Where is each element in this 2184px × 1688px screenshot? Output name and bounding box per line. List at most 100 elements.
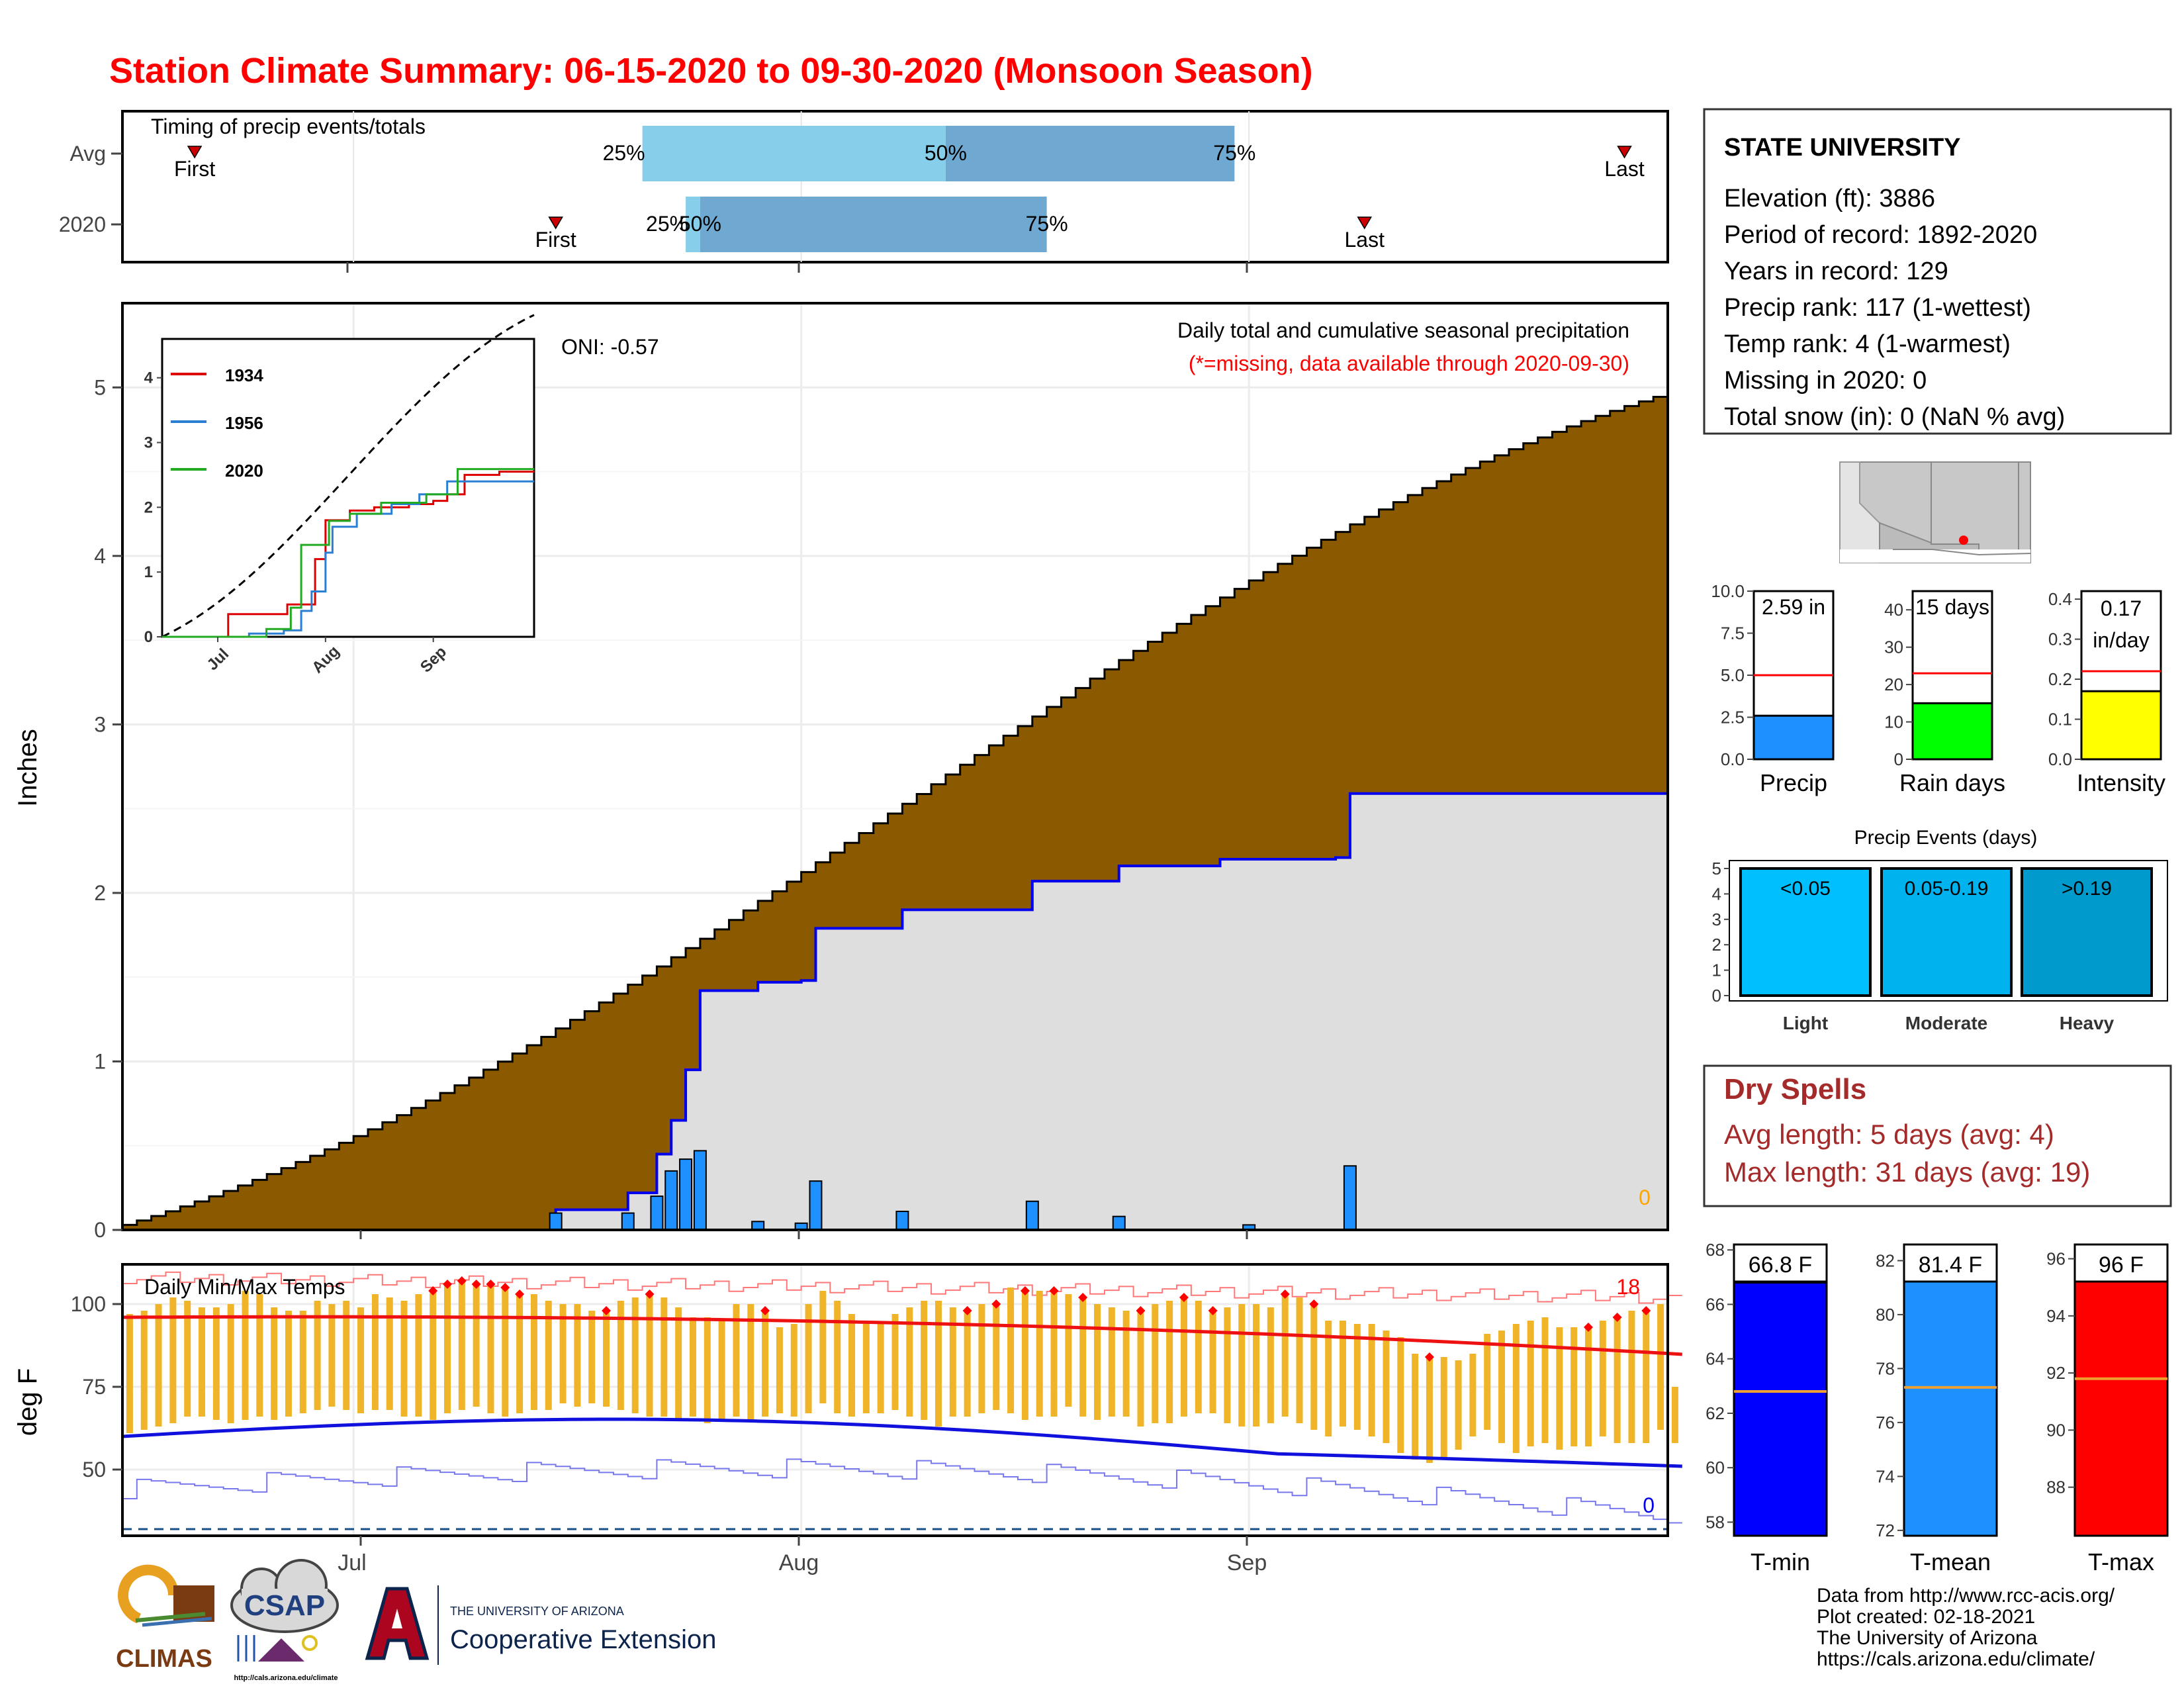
temp-bar-value	[1903, 1276, 1998, 1537]
daily-precip-bar	[650, 1196, 664, 1231]
oni-label: ONI: -0.57	[561, 335, 659, 359]
daily-temp-bar	[1570, 1327, 1578, 1446]
daily-precip-bar	[664, 1170, 678, 1231]
daily-temp-bar	[1469, 1354, 1477, 1436]
daily-temp-bar	[227, 1304, 234, 1423]
stat-bar-value	[1911, 702, 1993, 761]
stat-bar-value-label: 15 days	[1915, 595, 1989, 619]
precip-y-axis: 0 1 2 3 4 5	[94, 375, 122, 1242]
daily-temp-bar	[400, 1301, 408, 1417]
daily-temp-bar	[834, 1301, 841, 1413]
record-high-marker	[443, 1280, 453, 1289]
dry-spells-title: Dry Spells	[1724, 1073, 1866, 1105]
daily-temp-bar	[675, 1307, 682, 1420]
record-high-marker	[1179, 1293, 1189, 1302]
stat-bar-precip: 2.59 in 0.0 2.5 5.0 7.5 10.0 Precip	[1711, 581, 1835, 796]
locator-map	[1839, 461, 2031, 563]
events-tick-label: 0	[1712, 986, 1721, 1006]
temp-bar-tick-label: 60	[1706, 1458, 1725, 1477]
daily-temp-bar	[891, 1314, 899, 1410]
daily-temp-bar	[212, 1307, 220, 1420]
x-tick-jul: Jul	[338, 1550, 366, 1575]
daily-temp-bar	[1209, 1311, 1216, 1413]
inset-legend: 1934 1956 2020	[171, 365, 263, 481]
temp-y-tick-label: 50	[82, 1458, 106, 1481]
daily-precip-bar	[679, 1158, 693, 1231]
csap-logo-text: CSAP	[244, 1589, 325, 1622]
daily-temp-bar	[328, 1304, 336, 1407]
timing-row-avg-label: Avg	[69, 142, 106, 165]
daily-temp-bar	[126, 1314, 133, 1433]
temp-bar-tick-label: 66	[1706, 1294, 1725, 1314]
precip-events-title: Precip Events (days)	[1854, 827, 2038, 849]
ua-cooperative-extension-logo: THE UNIVERSITY OF ARIZONA Cooperative Ex…	[365, 1585, 716, 1665]
daily-temp-bar	[1021, 1291, 1028, 1420]
avg-last-label: Last	[1604, 157, 1645, 181]
daily-temp-bar	[993, 1304, 1000, 1410]
daily-temp-bar	[1065, 1294, 1072, 1407]
station-line-years: Years in record: 129	[1724, 258, 1948, 285]
daily-temp-bar	[617, 1301, 624, 1410]
y2020-quartile-box-light	[686, 197, 700, 252]
avg-q25-label: 25%	[603, 141, 645, 165]
stat-bar-tick-label: 40	[1884, 600, 1903, 620]
temp-bar-value	[2073, 1258, 2169, 1537]
daily-temp-bar	[155, 1304, 162, 1427]
daily-temp-bar	[718, 1321, 725, 1420]
temp-bar-t-min: 66.8 F 58 60 62 64 66 68 T-min	[1706, 1240, 1828, 1575]
station-location-dot	[1959, 536, 1968, 545]
legend-1956: 1956	[225, 413, 263, 433]
daily-temp-bar	[1036, 1291, 1043, 1417]
stat-bar-value-label-2: in/day	[2093, 628, 2149, 652]
daily-temp-bar	[285, 1311, 292, 1417]
station-name: STATE UNIVERSITY	[1724, 134, 1961, 162]
temp-bar-tick-label: 88	[2046, 1477, 2066, 1497]
record-high-marker	[515, 1289, 525, 1299]
event-bar-name: Light	[1783, 1013, 1828, 1033]
avg-min-line	[122, 1417, 1682, 1468]
precip-y-tick-label: 4	[94, 544, 106, 568]
daily-temp-bar	[1383, 1331, 1390, 1443]
daily-temp-bar	[299, 1311, 306, 1413]
event-bar-moderate	[1880, 867, 2013, 997]
temp-bar-tick-label: 82	[1876, 1250, 1895, 1270]
temp-y-label: deg F	[13, 1368, 42, 1436]
temp-bar-tick-label: 92	[2046, 1363, 2066, 1383]
events-tick-label: 4	[1712, 884, 1721, 904]
daily-temp-bar	[371, 1294, 379, 1410]
daily-temp-bar	[1397, 1337, 1404, 1453]
stat-bar-tick-label: 0.4	[2048, 589, 2072, 609]
daily-temp-bar	[1412, 1354, 1419, 1460]
record-high-marker	[962, 1306, 972, 1315]
avg-quartile-box-light	[642, 126, 946, 181]
avg-quartile-box-dark	[945, 126, 1235, 181]
record-low-count: 0	[1643, 1493, 1655, 1517]
daily-temp-bar	[271, 1307, 278, 1420]
inset-y-tick-label: 1	[144, 563, 153, 581]
daily-temp-bar	[1108, 1307, 1115, 1417]
daily-temp-bar	[1584, 1327, 1592, 1446]
obs-cumulative-line	[122, 792, 1668, 1231]
daily-temp-bar	[921, 1301, 928, 1420]
precip-y-label: Inches	[13, 729, 42, 807]
daily-temp-bar	[1614, 1317, 1621, 1443]
stat-bar-name: Precip	[1760, 769, 1827, 796]
record-high-marker	[1049, 1286, 1059, 1295]
daily-temp-bar	[1224, 1307, 1231, 1423]
record-high-marker	[1309, 1299, 1319, 1309]
station-line-elevation: Elevation (ft): 3886	[1724, 185, 1935, 212]
record-high-marker	[486, 1280, 496, 1289]
record-high-marker	[1020, 1286, 1030, 1295]
daily-temp-bar	[1267, 1307, 1274, 1423]
daily-temp-bar	[1368, 1324, 1375, 1436]
daily-temp-bar	[1007, 1288, 1015, 1413]
daily-temp-bar	[1671, 1387, 1678, 1443]
inset-avg-line	[161, 314, 535, 638]
record-max-line	[122, 1271, 1682, 1304]
daily-temp-bar	[574, 1304, 581, 1407]
daily-temp-bar	[1310, 1304, 1318, 1430]
station-line-precip-rank: Precip rank: 117 (1-wettest)	[1724, 294, 2031, 322]
avg-last-marker	[1617, 146, 1632, 159]
daily-temp-bar	[1527, 1321, 1534, 1446]
record-high-marker	[1424, 1352, 1434, 1362]
